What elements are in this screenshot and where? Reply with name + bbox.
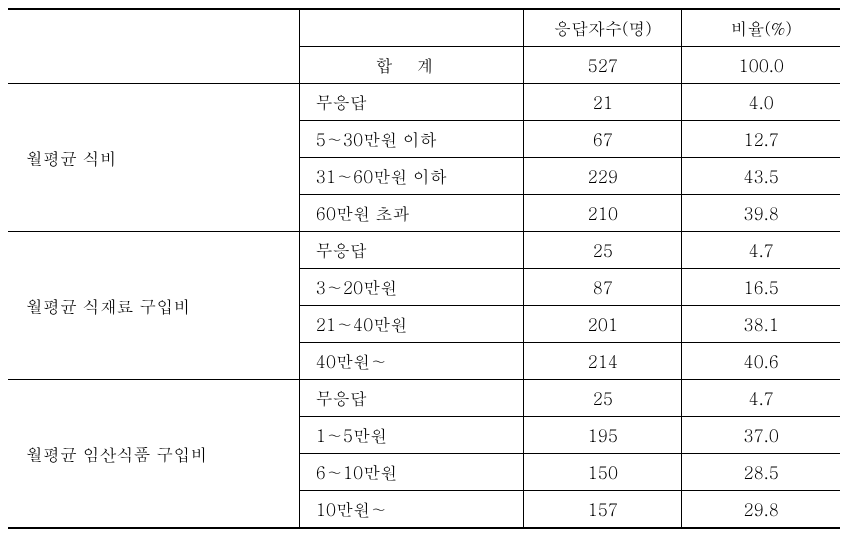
row-count: 25 bbox=[524, 380, 682, 417]
row-count: 25 bbox=[524, 232, 682, 269]
row-ratio: 16.5 bbox=[682, 269, 840, 306]
survey-table: 응답자수(명) 비율(%) 합계 527 100.0 월평균 식비무응답214.… bbox=[8, 8, 840, 529]
row-count: 201 bbox=[524, 306, 682, 343]
row-category: 1∼5만원 bbox=[299, 417, 524, 454]
row-category: 6∼10만원 bbox=[299, 454, 524, 491]
row-category: 무응답 bbox=[299, 232, 524, 269]
row-ratio: 40.6 bbox=[682, 343, 840, 380]
row-ratio: 38.1 bbox=[682, 306, 840, 343]
row-ratio: 29.8 bbox=[682, 491, 840, 529]
row-category: 31∼60만원 이하 bbox=[299, 158, 524, 195]
row-ratio: 4.0 bbox=[682, 84, 840, 121]
group-label: 월평균 식재료 구입비 bbox=[8, 232, 299, 380]
row-ratio: 4.7 bbox=[682, 380, 840, 417]
group-label: 월평균 식비 bbox=[8, 84, 299, 232]
header-ratio: 비율(%) bbox=[682, 9, 840, 47]
row-category: 10만원∼ bbox=[299, 491, 524, 529]
row-category: 21∼40만원 bbox=[299, 306, 524, 343]
row-category: 무응답 bbox=[299, 84, 524, 121]
row-category: 무응답 bbox=[299, 380, 524, 417]
row-category: 60만원 초과 bbox=[299, 195, 524, 232]
row-count: 229 bbox=[524, 158, 682, 195]
row-category: 5∼30만원 이하 bbox=[299, 121, 524, 158]
row-ratio: 28.5 bbox=[682, 454, 840, 491]
row-ratio: 43.5 bbox=[682, 158, 840, 195]
row-count: 157 bbox=[524, 491, 682, 529]
row-category: 3∼20만원 bbox=[299, 269, 524, 306]
row-count: 87 bbox=[524, 269, 682, 306]
row-count: 21 bbox=[524, 84, 682, 121]
row-count: 210 bbox=[524, 195, 682, 232]
header-empty-2 bbox=[299, 9, 524, 47]
row-ratio: 37.0 bbox=[682, 417, 840, 454]
total-count: 527 bbox=[524, 47, 682, 84]
total-ratio: 100.0 bbox=[682, 47, 840, 84]
header-count: 응답자수(명) bbox=[524, 9, 682, 47]
row-count: 195 bbox=[524, 417, 682, 454]
header-empty-1 bbox=[8, 9, 299, 47]
row-count: 214 bbox=[524, 343, 682, 380]
row-ratio: 39.8 bbox=[682, 195, 840, 232]
row-count: 150 bbox=[524, 454, 682, 491]
row-count: 67 bbox=[524, 121, 682, 158]
total-label: 합계 bbox=[299, 47, 524, 84]
total-empty bbox=[8, 47, 299, 84]
row-category: 40만원∼ bbox=[299, 343, 524, 380]
row-ratio: 4.7 bbox=[682, 232, 840, 269]
row-ratio: 12.7 bbox=[682, 121, 840, 158]
group-label: 월평균 임산식품 구입비 bbox=[8, 380, 299, 529]
